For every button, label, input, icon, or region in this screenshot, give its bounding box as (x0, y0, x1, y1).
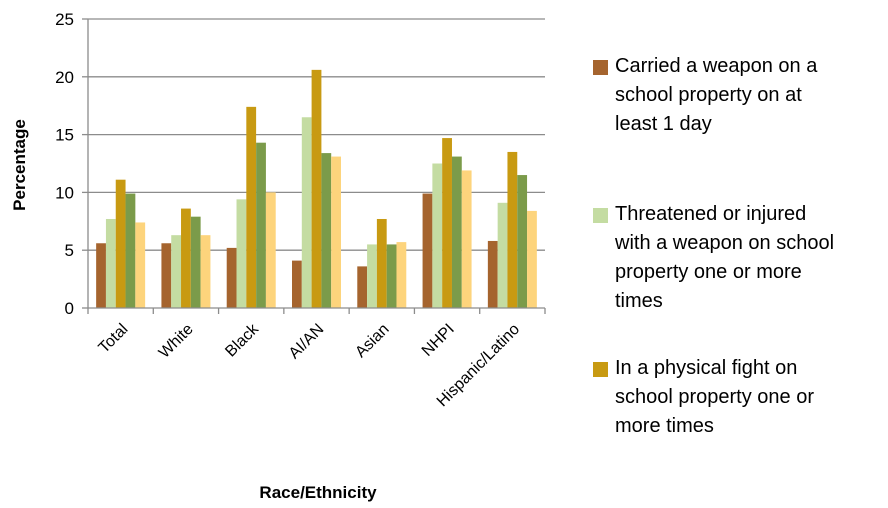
bar-2-nhpi (432, 163, 443, 308)
bar-5-ai-an (331, 156, 341, 308)
bar-4-total (125, 193, 136, 308)
legend-label: In a physical fight on (615, 357, 797, 379)
bar-5-total (135, 222, 146, 308)
bar-5-white (200, 235, 211, 308)
bar-2-white (171, 235, 182, 308)
bar-4-asian (386, 244, 397, 308)
x-tick-label: Black (222, 320, 262, 360)
legend-swatch (593, 60, 608, 75)
bar-3-hispanic-latino (507, 151, 518, 308)
y-tick-label: 5 (65, 241, 74, 260)
legend-label: school property one or (615, 386, 814, 408)
legend-label: Carried a weapon on a (615, 55, 818, 77)
bar-3-total (115, 179, 126, 308)
bar-4-hispanic-latino (517, 175, 528, 308)
bar-1-asian (357, 266, 368, 308)
bar-3-asian (376, 218, 387, 308)
bar-3-black (246, 106, 257, 308)
bar-3-ai-an (311, 69, 322, 308)
bar-2-black (236, 199, 247, 308)
bar-2-asian (367, 244, 377, 308)
bar-5-hispanic-latino (527, 210, 537, 308)
bars (96, 69, 537, 308)
y-tick-label: 25 (55, 10, 74, 29)
y-axis-ticks: 0 5 10 15 20 25 (55, 10, 88, 318)
bar-1-black (226, 247, 237, 308)
legend-label: more times (615, 415, 714, 437)
y-tick-label: 20 (55, 68, 74, 87)
x-tick-label: AI/AN (286, 321, 328, 363)
bar-1-white (161, 243, 172, 308)
legend-swatch (593, 208, 608, 223)
legend-label: property one or more (615, 261, 802, 283)
bar-1-nhpi (422, 193, 433, 308)
legend-label: Threatened or injured (615, 203, 806, 225)
bar-5-black (265, 192, 276, 308)
y-tick-label: 0 (65, 299, 74, 318)
bar-1-ai-an (292, 260, 302, 308)
x-tick-label: White (156, 321, 197, 362)
legend-label: least 1 day (615, 113, 712, 135)
y-axis-title: Percentage (10, 119, 29, 211)
bar-2-total (105, 218, 116, 308)
bar-4-white (190, 216, 201, 308)
legend-label: school property on at (615, 84, 802, 106)
bar-1-total (96, 243, 106, 308)
legend: Carried a weapon on a school property on … (593, 55, 834, 437)
x-tick-label: NHPI (419, 321, 458, 360)
y-tick-label: 10 (55, 183, 74, 202)
x-tick-label: Total (96, 321, 132, 357)
legend-label: times (615, 290, 663, 312)
bar-2-hispanic-latino (497, 202, 508, 308)
bar-2-ai-an (301, 117, 312, 308)
y-tick-label: 15 (55, 126, 74, 145)
bar-4-black (256, 142, 266, 308)
bar-3-white (181, 208, 191, 308)
bar-5-asian (396, 242, 407, 308)
bar-4-nhpi (451, 156, 462, 308)
x-axis-ticks: Total White Black AI/AN Asian NHPIHispanic/La… (87, 308, 546, 410)
axes (87, 19, 545, 309)
legend-swatch (593, 362, 608, 377)
legend-label: with a weapon on school (614, 232, 834, 254)
bar-3-nhpi (442, 138, 452, 308)
bar-4-ai-an (321, 153, 332, 308)
bar-5-nhpi (461, 170, 472, 308)
x-axis-title: Race/Ethnicity (259, 483, 377, 502)
bar-1-hispanic-latino (487, 240, 498, 308)
x-tick-label: Asian (352, 321, 392, 361)
